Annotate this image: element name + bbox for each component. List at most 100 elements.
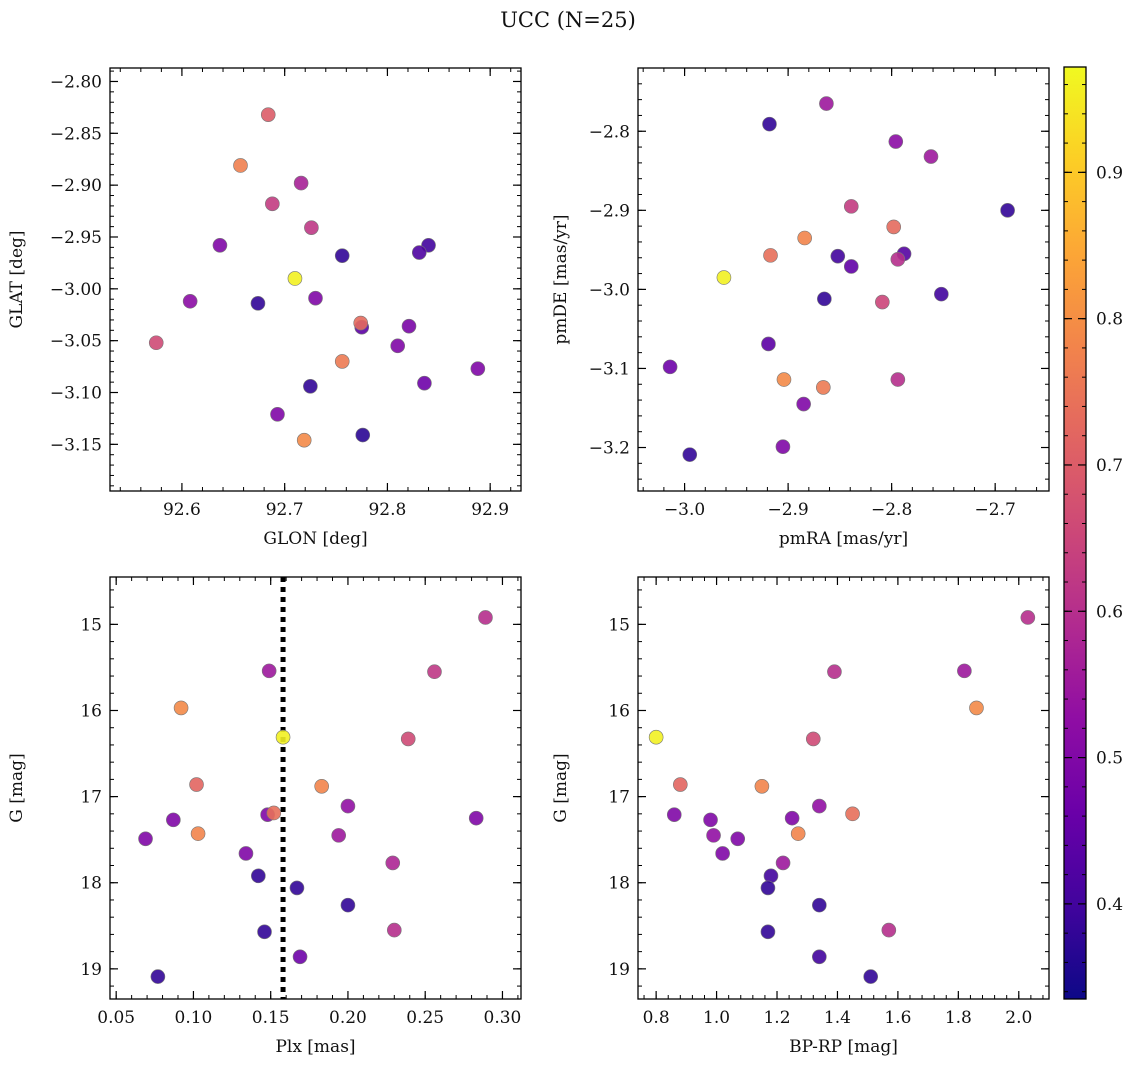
- panel-4: 0.8 1.0 1.2 1.4 1.6 1.8 2.0 15 16 17 18 19 BP-RP [ma…: [551, 576, 1050, 1057]
- y-tick-label: 15: [608, 615, 630, 635]
- x-tick-label: 0.05: [97, 1008, 135, 1028]
- x-tick-label: 0.15: [252, 1008, 290, 1028]
- x-tick-label: 0.25: [406, 1008, 444, 1028]
- scatter-point: [1000, 203, 1015, 218]
- scatter-point: [401, 318, 417, 334]
- scatter-point: [730, 831, 746, 847]
- scatter-point: [812, 897, 827, 913]
- scatter-point: [875, 294, 890, 310]
- scatter-point: [385, 855, 401, 871]
- scatter-point: [843, 259, 859, 274]
- scatter-point: [411, 245, 427, 260]
- y-tick-label: −3.0: [589, 280, 630, 300]
- x-tick-label: −2.8: [871, 500, 912, 520]
- scatter-point: [340, 798, 356, 814]
- scatter-point: [173, 700, 189, 716]
- colorbar-tick-label: 0.5: [1096, 749, 1123, 769]
- scatter-point: [969, 700, 984, 716]
- colorbar-frame: [1063, 66, 1087, 1000]
- scatter-point: [812, 949, 827, 965]
- y-tick-label: 15: [80, 615, 102, 635]
- y-axis-label: G [mag]: [7, 753, 27, 822]
- y-tick-label: −3.15: [50, 435, 102, 455]
- scatter-point: [776, 372, 792, 387]
- x-tick-label: 2.0: [1005, 1008, 1032, 1028]
- scatter-point: [843, 199, 859, 214]
- scatter-point: [390, 338, 406, 354]
- scatter-point: [797, 230, 812, 246]
- scatter-point: [238, 846, 254, 861]
- x-tick-label: 0.20: [329, 1008, 367, 1028]
- scatter-point: [812, 798, 827, 814]
- scatter-point: [287, 271, 303, 286]
- scatter-point: [763, 248, 778, 263]
- y-tick-label: −2.9: [589, 201, 630, 221]
- scatter-point: [819, 96, 834, 111]
- scatter-point: [260, 107, 276, 122]
- scatter-point: [1020, 610, 1036, 625]
- y-tick-label: −3.05: [50, 332, 102, 352]
- panel-1: 92.6 92.7 92.8 92.9 −3.15 −3.10 −3.05 −3.00 −2.9…: [7, 67, 522, 549]
- y-tick-label: −2.90: [50, 176, 102, 196]
- scatter-point: [662, 359, 678, 375]
- y-tick-label: −3.10: [50, 384, 102, 404]
- y-tick-label: 19: [608, 960, 630, 980]
- scatter-point: [304, 220, 319, 235]
- colorbar-tick-label: 0.6: [1096, 602, 1123, 622]
- scatter-point: [715, 846, 730, 861]
- scatter-point: [666, 807, 682, 822]
- scatter-point: [796, 396, 811, 412]
- scatter-point: [265, 196, 280, 212]
- y-tick-label: −2.8: [589, 122, 630, 142]
- colorbar-tick-label: 0.4: [1096, 895, 1123, 915]
- x-tick-label: 92.8: [368, 500, 406, 520]
- x-tick-label: 0.30: [484, 1008, 522, 1028]
- scatter-point: [805, 731, 821, 747]
- x-tick-label: 1.4: [824, 1008, 851, 1028]
- scatter-point: [189, 777, 204, 792]
- panel-3: 0.05 0.10 0.15 0.20 0.25 0.30 15 16 17 18 19 Plx [m…: [7, 576, 522, 1057]
- y-tick-label: −2.80: [50, 72, 102, 92]
- scatter-point: [427, 664, 442, 680]
- y-axis-label: G [mag]: [551, 753, 571, 822]
- x-axis-label: BP-RP [mag]: [789, 1037, 898, 1057]
- colorbar-gradient: [1064, 67, 1086, 999]
- x-tick-label: 92.6: [163, 500, 201, 520]
- y-tick-label: −2.95: [50, 228, 102, 248]
- scatter-point: [251, 868, 266, 884]
- x-tick-label: 1.6: [884, 1008, 911, 1028]
- scatter-point: [827, 664, 842, 680]
- scatter-point: [888, 134, 904, 149]
- scatter-point: [775, 855, 791, 871]
- axes-frame: [109, 67, 522, 492]
- scatter-point: [150, 969, 166, 984]
- figure-title: UCC (N=25): [500, 8, 636, 32]
- x-tick-label: 0.10: [175, 1008, 213, 1028]
- scatter-point: [890, 372, 906, 387]
- x-tick-label: −2.9: [767, 500, 808, 520]
- y-tick-label: −3.1: [589, 359, 630, 379]
- axes-frame: [637, 576, 1050, 1000]
- scatter-point: [784, 810, 800, 826]
- scatter-point: [296, 432, 312, 448]
- x-axis-label: GLON [deg]: [263, 529, 367, 549]
- scatter-point: [760, 924, 776, 940]
- axes-frame: [109, 576, 522, 1000]
- scatter-point: [760, 880, 776, 896]
- scatter-point: [706, 828, 721, 843]
- scatter-point: [190, 826, 206, 841]
- x-tick-label: 1.2: [763, 1008, 790, 1028]
- scatter-point: [212, 237, 228, 253]
- scatter-point: [293, 175, 309, 191]
- y-axis-label: GLAT [deg]: [7, 230, 27, 328]
- scatter-point: [334, 354, 350, 369]
- scatter-point: [934, 286, 949, 302]
- scatter-point: [166, 812, 181, 828]
- scatter-point: [308, 290, 323, 306]
- colorbar-tick-label: 0.8: [1096, 310, 1123, 330]
- scatter-point: [816, 380, 831, 395]
- scatter-point: [682, 447, 698, 462]
- scatter-point: [957, 663, 972, 679]
- scatter-point: [314, 778, 329, 794]
